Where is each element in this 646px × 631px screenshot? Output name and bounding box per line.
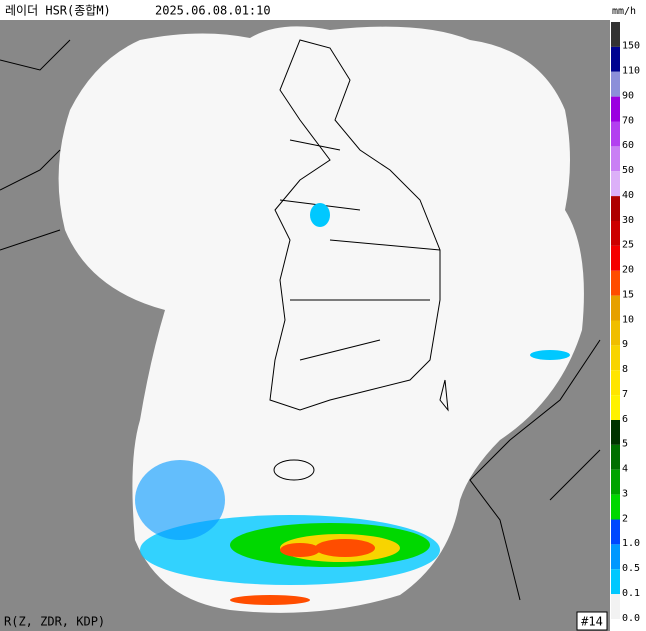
frame-number: #14 bbox=[581, 615, 603, 629]
legend-swatch bbox=[611, 544, 620, 570]
legend-label: 0.0 bbox=[622, 613, 640, 624]
legend-label: 15 bbox=[622, 289, 634, 300]
legend-label: 4 bbox=[622, 464, 628, 475]
legend-swatch bbox=[611, 96, 620, 122]
legend-swatch bbox=[611, 71, 620, 97]
legend-label: 2 bbox=[622, 513, 628, 524]
legend: 150 110 90 70 60 50 40 30 25 20 15 10 9 8 7 6 5 4 3 2 1.0 0.5… bbox=[611, 22, 640, 624]
unit: mm/h bbox=[612, 6, 636, 17]
legend-label: 70 bbox=[622, 115, 634, 126]
legend-swatch bbox=[611, 420, 620, 445]
legend-swatch bbox=[611, 519, 620, 545]
legend-label: 3 bbox=[622, 488, 628, 499]
legend-label: 30 bbox=[622, 215, 634, 226]
legend-swatch bbox=[611, 444, 620, 470]
timestamp: 2025.06.08.01:10 bbox=[155, 4, 271, 18]
legend-label: 40 bbox=[622, 190, 634, 201]
legend-label: 0.5 bbox=[622, 563, 640, 574]
legend-label: 110 bbox=[622, 66, 640, 77]
legend-swatch bbox=[611, 171, 620, 197]
legend-swatch bbox=[611, 370, 620, 396]
legend-label: 25 bbox=[622, 240, 634, 251]
legend-swatch bbox=[611, 121, 620, 147]
legend-label: 50 bbox=[622, 165, 634, 176]
legend-label: 0.1 bbox=[622, 588, 640, 599]
legend-label: 1.0 bbox=[622, 538, 640, 549]
legend-swatch bbox=[611, 270, 620, 296]
legend-label: 10 bbox=[622, 314, 634, 325]
legend-label: 150 bbox=[622, 41, 640, 52]
legend-swatch bbox=[611, 46, 620, 72]
legend-label: 60 bbox=[622, 140, 634, 151]
legend-swatch bbox=[611, 245, 620, 271]
legend-label: 90 bbox=[622, 90, 634, 101]
legend-swatch bbox=[611, 594, 620, 619]
legend-swatch bbox=[611, 395, 620, 420]
coastline bbox=[0, 39, 601, 601]
legend-swatch bbox=[611, 196, 620, 221]
legend-label: 9 bbox=[622, 339, 628, 350]
legend-label: 6 bbox=[622, 414, 628, 425]
legend-swatch bbox=[611, 320, 620, 346]
legend-swatch bbox=[611, 494, 620, 520]
legend-label: 8 bbox=[622, 364, 628, 375]
legend-swatch bbox=[611, 22, 620, 47]
legend-swatch bbox=[611, 469, 620, 495]
frame-box bbox=[576, 611, 608, 631]
legend-swatch bbox=[611, 221, 620, 246]
precipitation bbox=[135, 203, 570, 605]
legend-swatch bbox=[611, 345, 620, 371]
legend-swatch bbox=[611, 569, 620, 595]
legend-label: 5 bbox=[622, 439, 628, 450]
legend-swatch bbox=[611, 146, 620, 172]
legend-label: 20 bbox=[622, 265, 634, 276]
legend-label: 7 bbox=[622, 389, 628, 400]
title: 레이더 HSR(종합M) bbox=[5, 4, 111, 18]
algorithm: R(Z, ZDR, KDP) bbox=[4, 615, 105, 629]
legend-swatch bbox=[611, 295, 620, 321]
